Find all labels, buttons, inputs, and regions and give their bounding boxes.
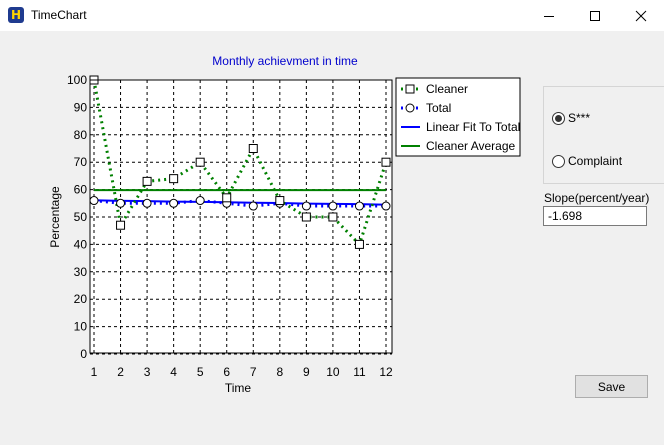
maximize-button[interactable] (572, 0, 618, 31)
x-tick-label: 11 (353, 365, 366, 379)
series-line-linear-fit-to-total (93, 199, 387, 206)
x-tick-label: 4 (170, 365, 177, 379)
data-point-square (381, 157, 391, 167)
y-tick-label: 20 (74, 292, 88, 306)
data-point-circle (301, 201, 311, 211)
data-point-square (354, 239, 364, 249)
data-point-square (142, 176, 152, 186)
radio-button-icon[interactable] (552, 112, 565, 125)
legend: Cleaner Total Linear Fit To Total Cleaner A… (395, 77, 521, 157)
x-tick-label: 2 (117, 365, 124, 379)
legend-label: Cleaner (426, 82, 468, 96)
data-point-square (248, 144, 258, 153)
close-icon (635, 10, 647, 22)
maximize-icon (590, 11, 600, 21)
x-axis-label: Time (225, 381, 252, 395)
slope-label: Slope(percent/year) (544, 191, 650, 205)
data-point-circle (328, 201, 338, 211)
time-chart: Monthly achievment in time 1 2 3 4 5 6 7 8 9 10 11… (48, 54, 521, 395)
plot-frame (89, 79, 393, 354)
chart-title: Monthly achievment in time (212, 54, 358, 68)
x-tick-label: 1 (91, 365, 98, 379)
legend-label: Linear Fit To Total (426, 120, 520, 134)
data-point-square (222, 193, 232, 203)
y-tick-label: 0 (80, 347, 87, 361)
title-bar: H TimeChart (0, 0, 664, 31)
data-point-square (195, 157, 205, 167)
data-point-circle (116, 198, 126, 208)
x-tick-label: 5 (197, 365, 204, 379)
radio-label: Complaint (568, 154, 623, 168)
data-point-circle (354, 201, 364, 211)
x-tick-label: 9 (303, 365, 310, 379)
data-point-circle (169, 198, 179, 208)
data-point-square (116, 220, 126, 230)
close-button[interactable] (618, 0, 664, 31)
data-point-circle (381, 201, 391, 211)
x-tick-label: 12 (379, 365, 393, 379)
window-title: TimeChart (31, 8, 87, 22)
data-point-circle (195, 196, 205, 206)
chart-panel: Monthly achievment in time 1 2 3 4 5 6 7 8 9 10 11… (0, 31, 535, 440)
x-tick-label: 3 (144, 365, 151, 379)
x-tick-label: 6 (223, 365, 230, 379)
minimize-button[interactable] (526, 0, 572, 31)
legend-label: Total (426, 101, 451, 115)
y-axis-label: Percentage (48, 186, 62, 248)
data-point-square (169, 174, 179, 184)
y-tick-label: 100 (67, 73, 87, 87)
y-tick-label: 60 (74, 183, 88, 197)
y-tick-label: 50 (74, 210, 88, 224)
y-tick-label: 10 (74, 320, 88, 334)
legend-label: Cleaner Average (426, 139, 516, 153)
x-tick-label: 10 (326, 365, 340, 379)
data-point-circle (89, 196, 99, 206)
data-point-square (328, 212, 338, 222)
radio-option-complaint[interactable]: Complaint (552, 153, 662, 171)
radio-button-icon[interactable] (552, 155, 565, 168)
radio-label: S*** (568, 111, 591, 125)
data-point-circle (142, 198, 152, 208)
app-icon: H (8, 7, 24, 23)
save-button[interactable]: Save (575, 375, 648, 398)
y-tick-label: 80 (74, 128, 88, 142)
category-groupbox (543, 86, 664, 184)
x-tick-label: 8 (276, 365, 283, 379)
data-point-circle (248, 201, 258, 211)
x-tick-label: 7 (250, 365, 257, 379)
legend-box (395, 77, 521, 157)
minimize-icon (544, 16, 554, 17)
radio-option-s[interactable]: S*** (552, 110, 662, 128)
slope-field[interactable] (543, 206, 647, 226)
data-point-square (301, 212, 311, 222)
legend-marker-circle (405, 103, 415, 113)
y-tick-label: 90 (74, 100, 88, 114)
legend-marker-square (405, 84, 415, 94)
y-tick-label: 30 (74, 265, 88, 279)
y-tick-label: 70 (74, 155, 88, 169)
y-tick-label: 40 (74, 237, 88, 251)
data-point-square (275, 196, 285, 206)
